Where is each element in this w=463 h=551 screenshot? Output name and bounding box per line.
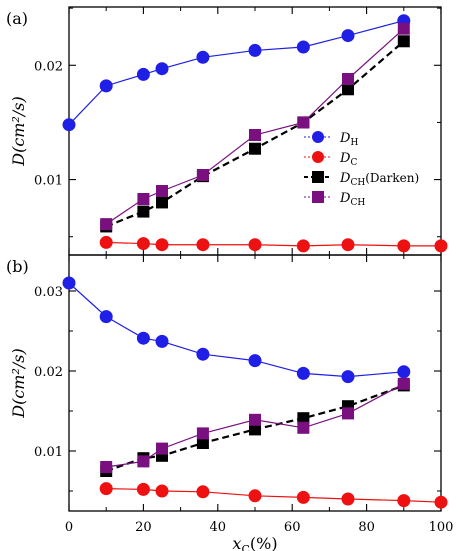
data-point-d-h (248, 43, 262, 57)
panel-a: 0.01 0.02 (a) D(cm²/s) DH DC DCH(Darken) DCH (6, 6, 448, 256)
data-point-d-h (136, 67, 150, 81)
data-point-d-c (434, 239, 448, 253)
legend-marker (312, 191, 324, 203)
data-point-d-c (136, 482, 150, 496)
data-point-d-ch (249, 413, 261, 426)
data-point-d-h (136, 331, 150, 345)
data-point-d-c (248, 489, 262, 503)
x-tick-label: 60 (284, 520, 301, 535)
data-point-d-ch (249, 129, 261, 141)
data-point-d-h (296, 366, 310, 380)
series-line-d-ch-darken (105, 40, 405, 228)
y-axis-label: D(cm²/s) (9, 96, 28, 166)
y-tick-label: 0.03 (34, 285, 63, 300)
y-tick-label: 0.02 (34, 365, 63, 380)
data-point-d-ch (297, 116, 310, 129)
data-point-d-ch-darken (297, 412, 310, 425)
y-tick-label: 0.02 (34, 59, 63, 74)
data-point-d-h (196, 347, 210, 361)
data-point-d-ch-darken (156, 196, 168, 209)
legend-marker (312, 171, 324, 183)
plot-frame (68, 254, 442, 512)
data-point-d-ch (297, 421, 310, 434)
data-point-d-h (341, 370, 355, 384)
data-point-d-h (341, 29, 355, 43)
data-point-d-c (136, 237, 150, 251)
data-point-d-ch (137, 455, 150, 468)
data-point-d-c (341, 492, 355, 506)
data-point-d-ch-darken (196, 437, 209, 449)
legend-label: DCH(Darken) (339, 171, 419, 188)
data-point-d-c (296, 239, 310, 253)
data-point-d-ch-darken (342, 83, 354, 96)
data-point-d-ch (196, 169, 209, 181)
x-tick-label: 100 (429, 520, 454, 535)
data-point-d-c (397, 239, 411, 253)
data-point-d-ch (196, 427, 209, 440)
data-point-d-ch (137, 193, 150, 205)
data-point-d-h (99, 310, 113, 324)
data-point-d-ch (397, 22, 410, 35)
data-point-d-c (296, 490, 310, 504)
panel-b: 0 20 40 60 80 100 0.01 0.02 0.03 (b) D(cm²/s) xC(%) (6, 254, 454, 551)
data-point-d-c (434, 495, 448, 509)
data-point-d-ch (156, 442, 168, 455)
data-point-d-ch (342, 73, 354, 85)
legend-marker (312, 131, 324, 143)
data-point-d-ch (100, 461, 113, 473)
data-point-d-c (99, 482, 113, 496)
data-point-d-c (155, 238, 169, 252)
data-point-d-h (62, 118, 76, 132)
data-point-d-c (99, 235, 113, 249)
series-line-d-ch (105, 28, 405, 225)
data-point-d-h (196, 50, 210, 64)
series-line-d-ch-darken (105, 384, 405, 473)
data-point-d-h (155, 334, 169, 348)
x-tick-label: 80 (358, 520, 375, 535)
x-tick-label: 20 (135, 520, 152, 535)
data-point-d-h (296, 40, 310, 54)
data-point-d-h (155, 62, 169, 76)
data-point-d-h (62, 276, 76, 290)
data-point-d-c (341, 238, 355, 252)
x-axis-label: xC(%) (232, 534, 277, 551)
legend: DH DC DCH(Darken) DCH (304, 131, 419, 208)
y-axis-label: D(cm²/s) (9, 348, 28, 418)
data-point-d-ch-darken (397, 35, 410, 48)
legend-label: DC (339, 151, 357, 168)
data-point-d-ch (342, 407, 354, 420)
legend-label: DH (339, 131, 358, 148)
legend-marker (312, 151, 324, 163)
data-point-d-c (155, 484, 169, 498)
data-point-d-h (248, 354, 262, 368)
y-tick-label: 0.01 (34, 445, 63, 460)
data-point-d-ch (100, 218, 113, 231)
data-point-d-ch-darken (249, 142, 261, 155)
data-point-d-ch (397, 377, 410, 390)
panel-label: (b) (6, 257, 29, 276)
legend-label: DCH (339, 191, 365, 208)
data-point-d-h (99, 79, 113, 93)
data-point-d-h (397, 365, 411, 379)
data-point-d-c (248, 238, 262, 252)
data-point-d-ch-darken (249, 423, 261, 436)
data-point-d-ch-darken (137, 205, 150, 218)
x-tick-label: 0 (65, 520, 73, 535)
panel-label: (a) (6, 9, 28, 28)
y-tick-label: 0.01 (34, 174, 63, 189)
data-point-d-ch (156, 185, 168, 197)
x-tick-label: 40 (210, 520, 227, 535)
data-point-d-c (196, 238, 210, 252)
data-point-d-c (196, 485, 210, 499)
series-line-d-h (68, 282, 404, 378)
data-point-d-c (397, 494, 411, 508)
